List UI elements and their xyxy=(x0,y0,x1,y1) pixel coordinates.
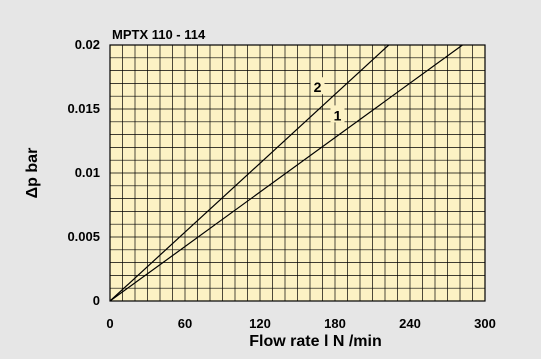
x-tick-label: 180 xyxy=(324,316,346,331)
series-label-bg-1 xyxy=(330,105,345,123)
x-tick-label: 0 xyxy=(106,316,113,331)
plot-frame xyxy=(109,44,486,302)
series-line-2 xyxy=(109,44,390,302)
x-tick-label: 300 xyxy=(474,316,496,331)
x-axis-label: Flow rate l N /min xyxy=(249,333,381,350)
series-label-2: 2 xyxy=(314,79,322,95)
chart-title: MPTX 110 - 114 xyxy=(112,27,206,42)
y-tick-label: 0 xyxy=(93,293,100,308)
series-label-1: 1 xyxy=(334,107,342,123)
y-axis-label: Δp bar xyxy=(24,148,41,199)
y-tick-label: 0.01 xyxy=(75,165,100,180)
tick-labels: 0 60 120 180 240 300 0 0.005 0.01 0.015 0.02 xyxy=(67,37,495,331)
x-tick-label: 120 xyxy=(249,316,271,331)
series-label-bg-2 xyxy=(310,77,325,95)
series-layer: 12 xyxy=(109,44,463,302)
x-tick-label: 60 xyxy=(178,316,192,331)
grid-lines xyxy=(110,45,485,301)
y-tick-label: 0.02 xyxy=(75,37,100,52)
y-tick-label: 0.005 xyxy=(67,229,100,244)
y-tick-label: 0.015 xyxy=(67,101,100,116)
series-line-1 xyxy=(109,44,463,302)
x-tick-label: 240 xyxy=(399,316,421,331)
